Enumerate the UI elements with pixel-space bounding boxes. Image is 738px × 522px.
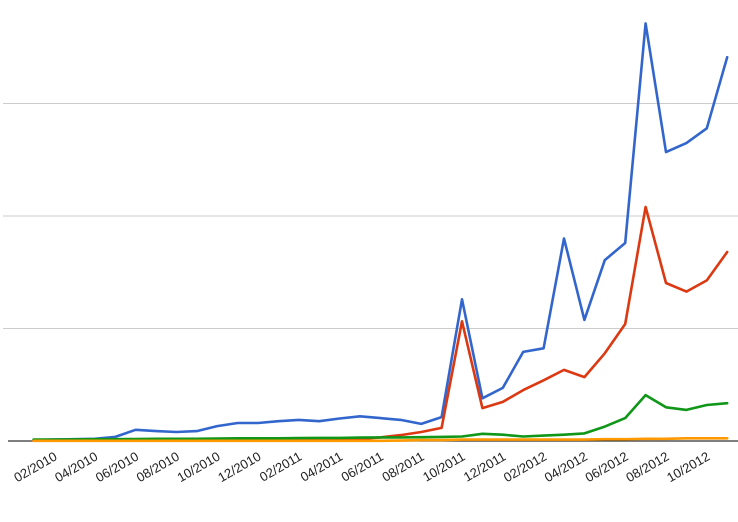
series-line-orange[interactable] [32, 436, 729, 443]
x-tick-label: 10/2010 [174, 449, 222, 485]
series-line-blue[interactable] [32, 22, 729, 442]
x-tick-label: 10/2012 [664, 449, 712, 485]
x-tick-label: 12/2011 [461, 449, 508, 485]
x-tick-label: 06/2010 [93, 449, 141, 485]
x-tick-label: 02/2011 [257, 449, 304, 485]
x-tick-label: 04/2012 [542, 449, 590, 485]
series-line-red[interactable] [32, 205, 729, 442]
x-tick-label: 04/2011 [298, 449, 345, 485]
x-tick-label: 08/2011 [379, 449, 426, 485]
series-line-green[interactable] [32, 393, 729, 441]
x-tick-label: 06/2011 [339, 449, 386, 485]
x-tick-label: 04/2010 [52, 449, 100, 485]
x-tick-label: 10/2011 [420, 449, 467, 485]
x-tick-label: 08/2010 [134, 449, 182, 485]
x-tick-label: 08/2012 [623, 449, 671, 485]
x-tick-label: 06/2012 [582, 449, 630, 485]
x-tick-label: 12/2010 [215, 449, 263, 485]
x-tick-label: 02/2010 [11, 449, 59, 485]
x-tick-label: 02/2012 [501, 449, 549, 485]
